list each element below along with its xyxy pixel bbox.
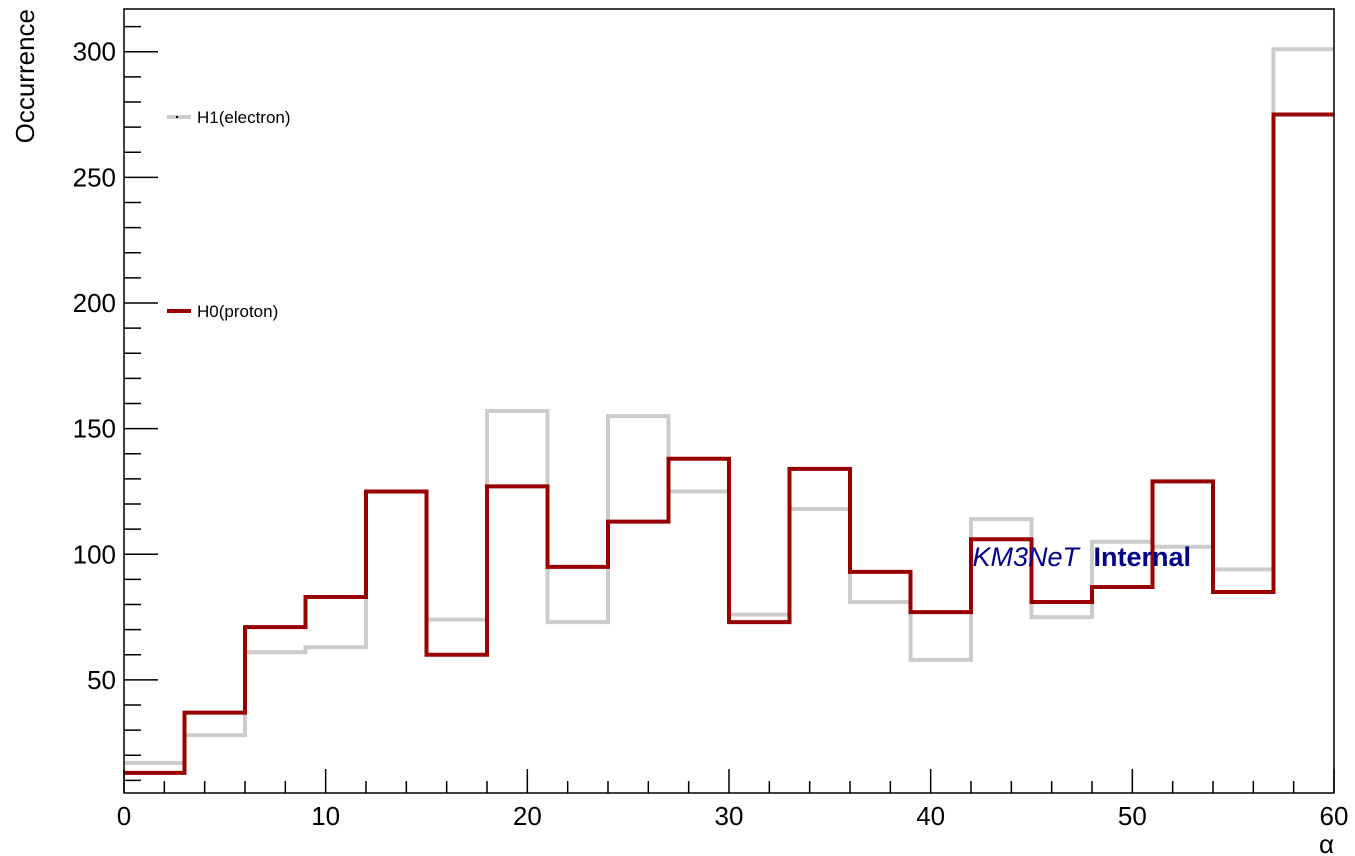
x-tick-label: 20 <box>513 801 542 831</box>
legend-label: H1(electron) <box>197 108 291 127</box>
watermark-italic: KM3NeT <box>972 542 1081 572</box>
x-axis-label: α <box>1319 829 1334 856</box>
y-tick-label: 300 <box>73 37 116 67</box>
x-tick-label: 10 <box>311 801 340 831</box>
x-tick-label: 60 <box>1320 801 1349 831</box>
plot-frame <box>123 8 1335 794</box>
y-tick-label: 100 <box>73 539 116 569</box>
x-tick-label: 30 <box>715 801 744 831</box>
x-tick-label: 0 <box>117 801 131 831</box>
series-line-h0 <box>124 112 1334 775</box>
legend-marker <box>176 116 178 118</box>
series-line-h1 <box>124 47 1334 765</box>
legend-label: H0(proton) <box>197 302 278 321</box>
series-layer <box>124 47 1334 775</box>
y-tick-label: 200 <box>73 288 116 318</box>
axis-layer: 0 10 20 30 40 50 60 50 100 150 200 250 300 <box>73 25 1349 831</box>
y-tick-label: 150 <box>73 414 116 444</box>
x-tick-label: 50 <box>1118 801 1147 831</box>
watermark: KM3NeT Internal <box>972 542 1191 572</box>
y-tick-label: 50 <box>87 665 116 695</box>
y-tick-label: 250 <box>73 162 116 192</box>
legend: H1(electron) H0(proton) <box>167 108 291 321</box>
y-axis-label: Occurrence <box>10 9 40 143</box>
watermark-bold: Internal <box>1093 542 1191 572</box>
x-tick-label: 40 <box>916 801 945 831</box>
